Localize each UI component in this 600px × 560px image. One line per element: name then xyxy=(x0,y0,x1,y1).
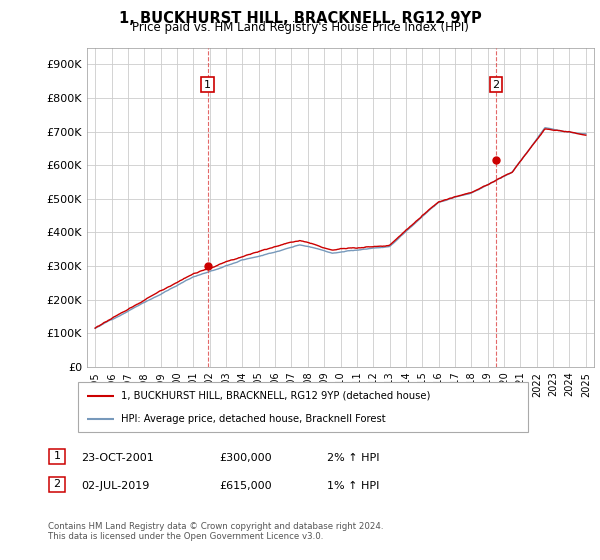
FancyBboxPatch shape xyxy=(78,382,528,432)
Text: This data is licensed under the Open Government Licence v3.0.: This data is licensed under the Open Gov… xyxy=(48,532,323,541)
Text: 1: 1 xyxy=(204,80,211,90)
Text: 1, BUCKHURST HILL, BRACKNELL, RG12 9YP (detached house): 1, BUCKHURST HILL, BRACKNELL, RG12 9YP (… xyxy=(121,390,430,400)
FancyBboxPatch shape xyxy=(49,449,65,464)
Text: Contains HM Land Registry data © Crown copyright and database right 2024.: Contains HM Land Registry data © Crown c… xyxy=(48,522,383,531)
Text: 1, BUCKHURST HILL, BRACKNELL, RG12 9YP: 1, BUCKHURST HILL, BRACKNELL, RG12 9YP xyxy=(119,11,481,26)
Text: 23-OCT-2001: 23-OCT-2001 xyxy=(81,452,154,463)
Text: 2: 2 xyxy=(493,80,499,90)
Text: 02-JUL-2019: 02-JUL-2019 xyxy=(81,480,149,491)
Text: HPI: Average price, detached house, Bracknell Forest: HPI: Average price, detached house, Brac… xyxy=(121,414,385,424)
Text: 2% ↑ HPI: 2% ↑ HPI xyxy=(327,452,380,463)
Text: 1% ↑ HPI: 1% ↑ HPI xyxy=(327,480,379,491)
Text: 2: 2 xyxy=(53,479,61,489)
FancyBboxPatch shape xyxy=(49,477,65,492)
Text: £300,000: £300,000 xyxy=(219,452,272,463)
Text: Price paid vs. HM Land Registry's House Price Index (HPI): Price paid vs. HM Land Registry's House … xyxy=(131,21,469,34)
Text: 1: 1 xyxy=(53,451,61,461)
Text: £615,000: £615,000 xyxy=(219,480,272,491)
